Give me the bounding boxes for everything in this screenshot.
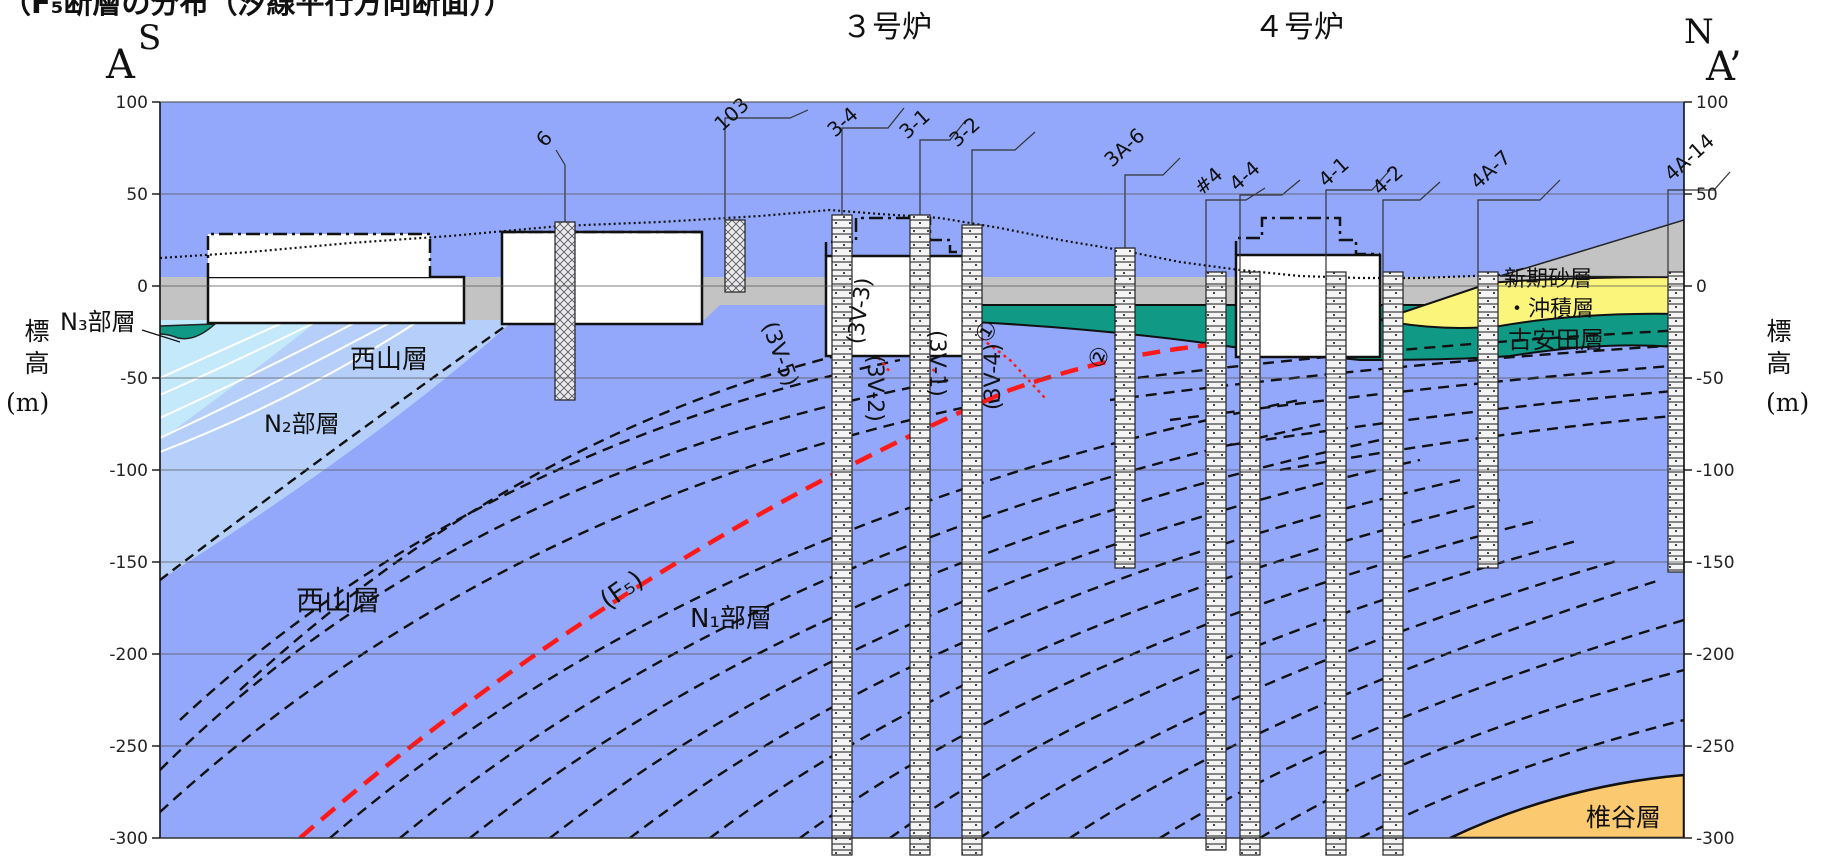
axis-tick-label: -200 (1696, 645, 1735, 665)
ground-surface (160, 208, 1501, 280)
section-end-left: A (106, 42, 135, 88)
y-axis-unit-left: (m) (6, 388, 50, 417)
y-axis-ticks-left: 100 50 0 -50 -100 -150 -200 -250 -300 (109, 93, 160, 849)
fault-mark-label: (3V-1) (924, 330, 949, 397)
axis-tick-label: -150 (109, 553, 148, 573)
ground-surface-east (1499, 219, 1684, 278)
boundary-nishiyama-n2 (160, 319, 515, 581)
y-axis-label-right: 標 高 (1766, 317, 1792, 378)
layer-label-shiiya: 椎谷層 (1586, 803, 1661, 832)
axis-tick-label: 0 (1696, 277, 1707, 297)
layer-label-nishiyama-lower: 西山層 (296, 584, 380, 617)
gridlines (160, 101, 1684, 839)
layer-nishiyama-pale (160, 310, 514, 580)
layer-label-n3: N₃部層 (60, 308, 136, 336)
layer-label-n1: N₁部層 (690, 604, 772, 634)
axis-tick-label: -100 (109, 461, 148, 481)
axis-tick-label: -200 (109, 645, 148, 665)
section-end-right: A’ (1706, 44, 1742, 90)
axis-tick-label: 50 (1696, 185, 1718, 205)
boreholes (554, 214, 1685, 856)
axis-tick-label: -100 (1696, 461, 1735, 481)
unit-4-label: ４号炉 (1254, 10, 1344, 45)
y-axis-ticks-right: 100 50 0 -50 -100 -150 -200 -250 -300 (1684, 93, 1735, 849)
layer-shinki (1376, 275, 1684, 329)
layer-shiiya (1449, 773, 1684, 838)
layer-n3 (160, 315, 325, 440)
bearing-south: S (138, 18, 162, 58)
y-axis-label-left: 標 高 (24, 317, 50, 378)
axis-tick-label: -50 (1696, 369, 1724, 389)
layer-label-nishiyama-upper: 西山層 (350, 345, 428, 375)
fault-mark-label: (3V-2) (862, 355, 887, 422)
axis-tick-label: -300 (1696, 829, 1735, 849)
axis-tick-label: -150 (1696, 553, 1735, 573)
layer-label-koyasuda: 古安田層 (1508, 326, 1604, 354)
axis-tick-label: 100 (116, 93, 148, 113)
axis-tick-label: -250 (1696, 737, 1735, 757)
layer-label-shinki-2: ・沖積層 (1506, 297, 1594, 322)
axis-tick-label: -300 (109, 829, 148, 849)
axis-tick-label: 50 (126, 185, 148, 205)
unit-3-label: ３号炉 (842, 10, 932, 45)
fault-mark-label: (3V-4) (981, 343, 1006, 410)
axis-tick-label: -250 (109, 737, 148, 757)
layer-label-n2: N₂部層 (264, 410, 340, 438)
axis-tick-label: 100 (1696, 93, 1728, 113)
bearing-north: N (1684, 12, 1714, 52)
layer-n3-patch (160, 323, 218, 340)
y-axis-unit-right: (m) (1766, 388, 1810, 417)
figure-caption: （F₅断層の分布（汐線平行方向断面）） (2, 0, 514, 20)
layer-label-shinki-1: 新期砂層 (1504, 267, 1592, 292)
axis-tick-label: 0 (137, 277, 148, 297)
axis-tick-label: -50 (120, 369, 148, 389)
